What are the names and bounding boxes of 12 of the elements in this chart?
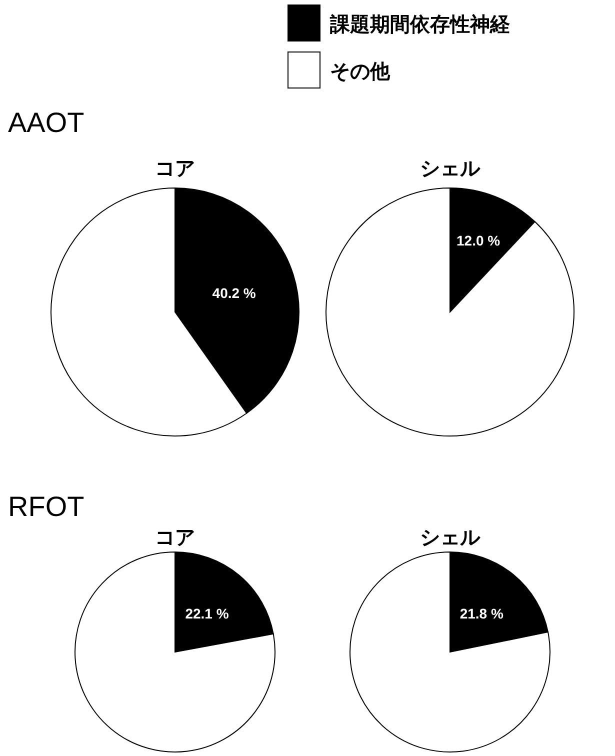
chart-title: シェル [420,158,481,180]
data-label: 40.2 % [212,285,256,302]
chart-title: コア [155,527,195,549]
legend-label: 課題期間依存性神経 [329,13,510,36]
data-label: 21.8 % [460,605,504,622]
text: コア [155,158,195,180]
legend-label: その他 [330,61,391,83]
text: RFOT [8,491,84,522]
chart-title: シェル [420,527,481,549]
data-label: 12.0 % [456,232,501,249]
data-label: 22.1 % [185,606,230,622]
text: AAOT [8,107,84,138]
